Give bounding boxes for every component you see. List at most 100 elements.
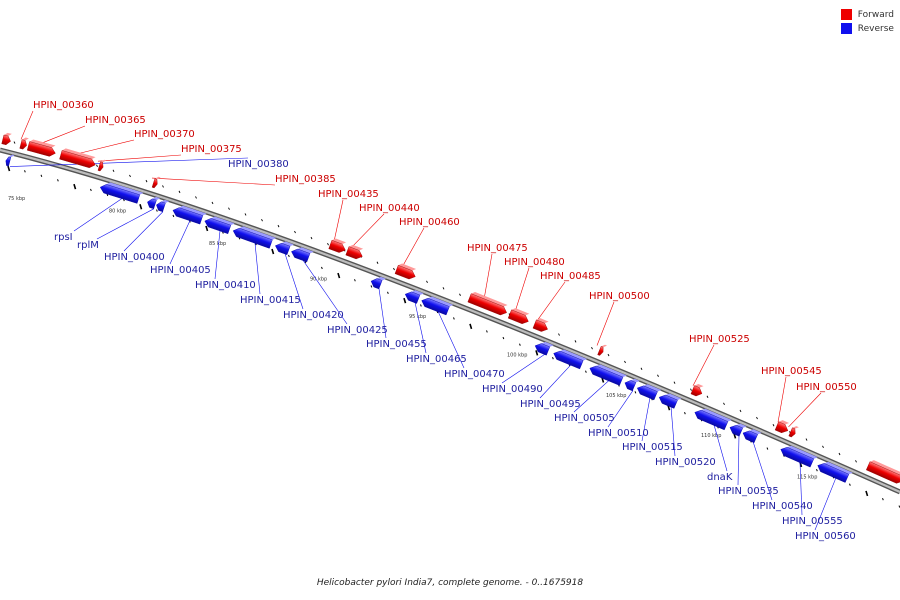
leader-line-reverse bbox=[799, 461, 803, 516]
gene-reverse bbox=[694, 408, 732, 431]
gene-forward-bevel bbox=[62, 148, 96, 160]
gene-forward-bevel bbox=[792, 426, 799, 429]
legend-swatch-reverse bbox=[840, 23, 852, 34]
gene-forward bbox=[690, 383, 704, 397]
gene-forward-partial-bevel bbox=[3, 132, 12, 137]
gene-label-forward: HPIN_00460 bbox=[399, 217, 460, 228]
gene-reverse-bevel bbox=[787, 445, 818, 459]
gene-forward bbox=[394, 263, 417, 280]
scale-tick bbox=[178, 190, 181, 194]
gene-forward-body bbox=[97, 161, 104, 172]
leader-line-forward bbox=[483, 253, 493, 300]
gene-reverse-body bbox=[99, 184, 141, 204]
scale-tick bbox=[370, 285, 373, 288]
leader-line-reverse bbox=[752, 441, 773, 501]
gene-forward-body bbox=[507, 309, 529, 324]
gene-reverse bbox=[624, 378, 640, 392]
gene-label-forward: HPIN_00475 bbox=[467, 243, 528, 254]
gene-label-forward: HPIN_00485 bbox=[540, 271, 601, 282]
gene-reverse-bevel bbox=[106, 182, 144, 195]
gene-forward-body bbox=[532, 319, 548, 332]
gene-reverse-bevel bbox=[239, 226, 277, 240]
gene-reverse-body bbox=[624, 380, 637, 392]
scale-label: 110 kbp bbox=[701, 433, 721, 439]
scale-tick bbox=[591, 346, 593, 350]
gene-reverse-bevel bbox=[596, 364, 627, 378]
gene-reverse bbox=[291, 247, 314, 263]
scale-tick bbox=[321, 266, 323, 270]
scale-tick bbox=[228, 207, 230, 210]
gene-label-forward: HPIN_00370 bbox=[134, 129, 195, 140]
scale-tick bbox=[13, 141, 16, 144]
scale-label: 80 kbp bbox=[109, 209, 126, 215]
scale-tick bbox=[502, 336, 505, 340]
gene-reverse-bevel bbox=[560, 349, 588, 361]
gene-reverse bbox=[742, 429, 762, 443]
legend-label-reverse: Reverse bbox=[857, 23, 894, 34]
scale-tick bbox=[354, 279, 356, 282]
scale-tick bbox=[426, 280, 428, 284]
gene-reverse bbox=[204, 216, 235, 234]
gene-forward-body bbox=[328, 240, 346, 253]
gene-label-reverse: HPIN_00425 bbox=[327, 325, 388, 336]
gene-forward-body bbox=[774, 421, 789, 433]
gene-label-forward: HPIN_00440 bbox=[359, 203, 420, 214]
gene-label-reverse: rplM bbox=[77, 240, 99, 251]
gene-forward bbox=[467, 291, 508, 316]
leader-line-reverse bbox=[378, 288, 387, 339]
scale-tick bbox=[453, 317, 455, 320]
gene-reverse bbox=[780, 445, 818, 468]
scale-label: 85 kbp bbox=[209, 241, 226, 247]
scale-label: 90 kbp bbox=[310, 277, 327, 283]
gene-forward-partial bbox=[1, 132, 12, 146]
gene-reverse-body bbox=[291, 248, 311, 263]
leader-line-reverse bbox=[607, 390, 634, 428]
scale-tick bbox=[403, 297, 407, 304]
scale-tick bbox=[156, 209, 158, 212]
scale-tick bbox=[139, 203, 143, 210]
gene-label-forward: HPIN_00435 bbox=[318, 189, 379, 200]
gene-reverse-body bbox=[404, 291, 421, 304]
gene-forward-body bbox=[26, 141, 56, 157]
gene-reverse-body bbox=[637, 385, 658, 401]
scale-tick bbox=[558, 333, 560, 336]
gene-reverse-bevel bbox=[541, 341, 554, 347]
leader-line-forward bbox=[38, 125, 86, 145]
gene-reverse-body bbox=[5, 156, 12, 167]
gene-forward-bevel bbox=[331, 238, 347, 245]
gene-reverse bbox=[658, 393, 682, 409]
gene-reverse bbox=[99, 182, 144, 204]
gene-forward-bevel bbox=[29, 139, 56, 148]
gene-reverse bbox=[729, 423, 747, 437]
gene-forward-bevel bbox=[694, 383, 704, 388]
scale-label: 75 kbp bbox=[8, 196, 25, 202]
gene-reverse-body bbox=[172, 207, 204, 225]
gene-label-reverse: HPIN_00535 bbox=[718, 486, 779, 497]
leader-line-forward bbox=[777, 376, 787, 423]
scale-tick bbox=[805, 438, 808, 441]
gene-label-reverse: HPIN_00490 bbox=[482, 384, 543, 395]
gene-reverse-bevel bbox=[427, 296, 454, 307]
scale-label: 115 kbp bbox=[797, 475, 817, 481]
gene-reverse-bevel bbox=[643, 384, 662, 392]
gene-label-reverse: HPIN_00405 bbox=[150, 265, 211, 276]
scale-tick bbox=[40, 174, 43, 177]
gene-label-reverse: HPIN_00465 bbox=[406, 354, 467, 365]
scale-tick bbox=[145, 179, 148, 183]
scale-label: 105 kbp bbox=[606, 393, 626, 399]
gene-label-reverse: rpsI bbox=[54, 232, 73, 243]
scale-label: 95 kbp bbox=[409, 314, 426, 320]
leader-line-reverse bbox=[284, 253, 304, 310]
scale-tick bbox=[657, 374, 659, 377]
gene-reverse bbox=[553, 349, 588, 370]
scale-tick bbox=[640, 367, 643, 371]
legend-swatch-forward bbox=[840, 9, 852, 20]
gene-reverse-bevel bbox=[749, 429, 762, 435]
gene-reverse-bevel bbox=[701, 408, 732, 422]
gene-forward-bevel bbox=[348, 244, 364, 251]
gene-reverse bbox=[370, 276, 386, 290]
leader-line-reverse bbox=[641, 397, 651, 442]
scale-tick bbox=[838, 452, 841, 456]
legend-item-reverse: Reverse bbox=[840, 23, 894, 34]
